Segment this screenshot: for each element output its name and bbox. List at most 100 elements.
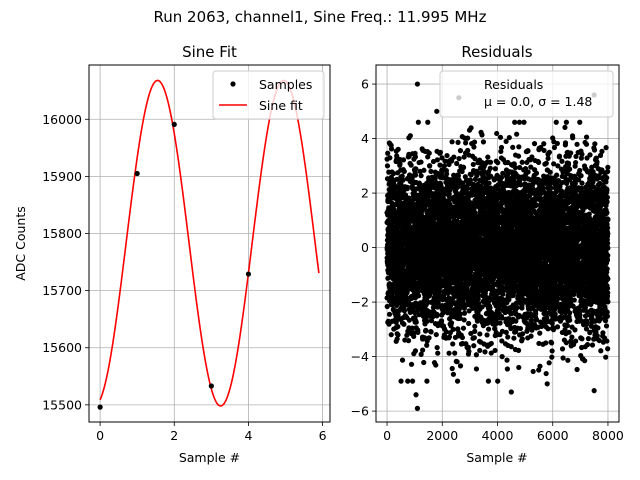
residual-point: [386, 311, 393, 317]
residual-point: [446, 350, 452, 356]
residual-point: [437, 162, 443, 168]
residual-point: [384, 303, 390, 310]
residual-point: [390, 170, 397, 177]
residual-point: [434, 311, 440, 317]
residual-point: [471, 144, 477, 150]
residual-point: [517, 325, 524, 332]
sine-fit-curve: [99, 79, 320, 407]
residual-point: [409, 378, 416, 384]
residual-point: [480, 139, 487, 145]
residual-point: [408, 361, 415, 367]
residual-point: [454, 378, 461, 384]
residual-point: [519, 159, 525, 165]
residual-point: [411, 330, 417, 336]
figure-suptitle: Run 2063, channel1, Sine Freq.: 11.995 M…: [154, 8, 487, 26]
residual-point: [470, 161, 476, 168]
residual-point: [398, 378, 404, 384]
residual-point: [473, 352, 479, 358]
residual-point: [492, 166, 498, 172]
residual-point: [516, 364, 522, 371]
residual-point: [466, 348, 472, 354]
residual-point: [412, 348, 419, 354]
residual-point: [461, 310, 468, 316]
residual-point: [485, 326, 492, 332]
residuals-title: Residuals: [461, 43, 532, 61]
residual-point: [474, 318, 481, 324]
residual-point: [504, 357, 510, 363]
residual-point: [485, 154, 491, 160]
residual-point: [449, 139, 455, 145]
sample-point: [97, 404, 103, 410]
residual-point: [512, 119, 518, 125]
residual-point: [394, 336, 400, 342]
residual-point: [486, 180, 492, 186]
residual-point: [461, 317, 467, 323]
residual-point: [487, 305, 493, 311]
residual-point: [426, 150, 432, 156]
residual-point: [475, 296, 481, 302]
residual-point: [477, 331, 483, 337]
residual-point: [451, 154, 457, 160]
residual-point: [409, 325, 415, 331]
residual-point: [450, 371, 457, 377]
residual-point: [484, 332, 490, 338]
residual-point: [401, 308, 408, 314]
residual-point: [492, 347, 498, 354]
residual-point: [472, 323, 478, 329]
residual-point: [515, 153, 522, 159]
residual-point: [466, 320, 472, 327]
residual-point: [421, 359, 427, 366]
residual-point: [403, 192, 409, 198]
residual-point: [465, 147, 471, 154]
residual-point: [450, 341, 456, 347]
residual-point: [395, 146, 401, 152]
residual-point: [413, 166, 419, 172]
residual-point: [510, 144, 516, 150]
residual-point: [441, 163, 447, 169]
residual-point: [488, 340, 494, 347]
sine-fit-xlabel: Sample #: [179, 450, 240, 465]
sine-fit-ytick-label: 15600: [42, 340, 82, 355]
residual-point: [465, 135, 471, 141]
residual-point: [479, 132, 485, 138]
sine-fit-xtick-label: 6: [319, 428, 327, 443]
residual-point: [471, 139, 478, 145]
sine-fit-title: Sine Fit: [182, 43, 237, 61]
sine-fit-ytick-label: 15800: [42, 226, 82, 241]
residual-point: [437, 149, 444, 155]
sine-fit-panel: Sine Fit 0 2 4 6155001560015700158001590016…: [13, 43, 331, 465]
residual-point: [423, 327, 429, 333]
residual-point: [516, 347, 522, 353]
residual-point: [424, 300, 430, 306]
sample-point: [134, 170, 140, 177]
sine-fit-axes-frame: [88, 64, 331, 423]
residual-point: [401, 168, 407, 175]
residual-point: [487, 159, 494, 165]
sine-fit-legend: Samples Sine fit: [212, 70, 325, 120]
residual-point: [405, 338, 412, 344]
residual-point: [468, 125, 474, 131]
sine-fit-ytick-label: 15900: [42, 169, 82, 184]
sample-point: [245, 271, 252, 277]
residual-point: [395, 324, 401, 330]
sine-fit-ytick-label: 16000: [42, 112, 82, 127]
residual-point: [399, 357, 406, 363]
residual-point: [473, 366, 480, 372]
residual-point: [506, 134, 512, 141]
residual-point: [514, 304, 520, 311]
residual-point: [487, 165, 493, 171]
sine-fit-xtick-label: 2: [170, 428, 178, 443]
sine-fit-plot-area: [97, 79, 320, 410]
residual-point: [514, 131, 520, 137]
residual-point: [400, 157, 407, 163]
residual-point: [412, 172, 419, 178]
residual-point: [444, 152, 450, 159]
residual-point: [497, 320, 503, 326]
residual-point: [463, 140, 469, 146]
residual-point: [433, 331, 439, 338]
residual-point: [394, 176, 400, 182]
residual-point: [456, 156, 462, 162]
residuals-plot-area: [384, 81, 611, 411]
sine-fit-ytick-label: 15500: [42, 397, 82, 412]
